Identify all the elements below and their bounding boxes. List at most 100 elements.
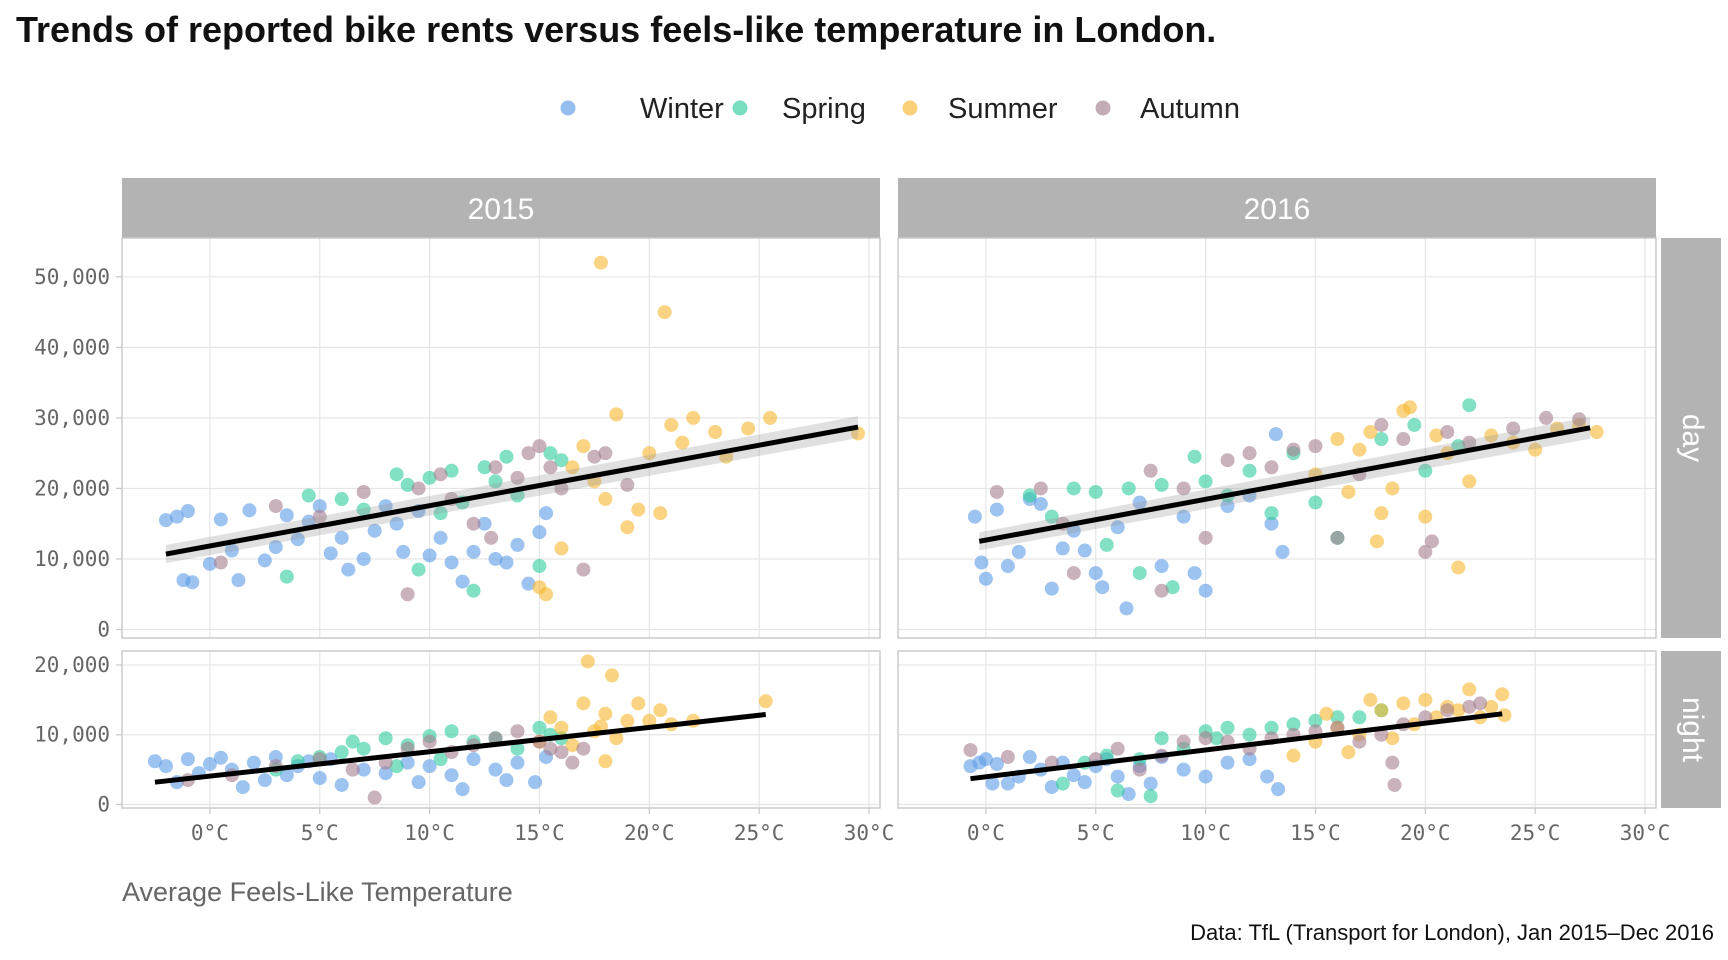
data-point-summer <box>604 668 619 683</box>
data-point-winter <box>378 766 393 781</box>
data-point-spring <box>400 477 415 492</box>
y-tick-label: 30,000 <box>34 406 110 430</box>
data-point-autumn <box>1132 762 1147 777</box>
data-point-summer <box>657 305 672 320</box>
data-point-autumn <box>433 467 448 482</box>
data-point-summer <box>1374 703 1389 718</box>
data-point-spring <box>1407 417 1422 432</box>
data-point-winter <box>213 512 228 527</box>
strip-day <box>1661 238 1721 638</box>
data-point-summer <box>1451 703 1466 718</box>
data-point-winter <box>1268 427 1283 442</box>
data-point-autumn <box>543 741 558 756</box>
data-point-summer <box>609 407 624 422</box>
legend-swatch-spring <box>732 100 748 116</box>
data-point-winter <box>985 776 1000 791</box>
legend-swatch-winter <box>560 100 576 116</box>
data-point-winter <box>158 513 173 528</box>
x-tick-label: 25°C <box>734 821 785 845</box>
data-point-autumn <box>213 555 228 570</box>
y-tick-label: 20,000 <box>34 476 110 500</box>
strip-label-2016: 2016 <box>1244 193 1311 226</box>
data-point-winter <box>180 752 195 767</box>
data-point-spring <box>532 720 547 735</box>
data-point-spring <box>411 562 426 577</box>
data-point-winter <box>1000 559 1015 574</box>
legend-swatch-summer <box>902 100 918 116</box>
data-point-spring <box>1121 481 1136 496</box>
data-point-winter <box>444 555 459 570</box>
data-point-summer <box>1286 748 1301 763</box>
data-point-autumn <box>989 484 1004 499</box>
data-point-winter <box>224 543 239 558</box>
panel-border <box>121 237 881 639</box>
data-point-winter <box>169 509 184 524</box>
data-point-summer <box>609 731 624 746</box>
data-point-summer <box>1369 534 1384 549</box>
data-point-spring <box>345 734 360 749</box>
data-point-winter <box>323 546 338 561</box>
data-point-winter <box>235 780 250 795</box>
x-tick-label: 15°C <box>514 821 565 845</box>
data-point-autumn <box>1440 703 1455 718</box>
x-tick-label: 5°C <box>1077 821 1115 845</box>
data-point-summer <box>1396 696 1411 711</box>
data-point-summer <box>1484 699 1499 714</box>
data-point-winter <box>1132 495 1147 510</box>
data-point-summer <box>1363 425 1378 440</box>
trend-line <box>154 712 767 785</box>
panel-2015-night <box>121 650 881 809</box>
x-tick-label: 30°C <box>1620 821 1671 845</box>
data-point-winter <box>967 509 982 524</box>
x-tick-label: 0°C <box>967 821 1005 845</box>
data-point-winter <box>1220 755 1235 770</box>
data-point-autumn <box>587 449 602 464</box>
data-point-spring <box>1462 398 1477 413</box>
trend-line <box>970 711 1503 782</box>
data-point-winter <box>242 503 257 518</box>
data-point-spring <box>1066 481 1081 496</box>
data-point-winter <box>1044 581 1059 596</box>
data-point-spring <box>1308 713 1323 728</box>
data-point-spring <box>1418 463 1433 478</box>
data-point-autumn <box>400 587 415 602</box>
data-point-winter <box>1000 776 1015 791</box>
data-point-spring <box>1055 776 1070 791</box>
data-point-spring <box>510 741 525 756</box>
data-point-summer <box>631 696 646 711</box>
data-point-winter <box>1242 752 1257 767</box>
data-point-summer <box>1495 687 1510 702</box>
data-point-autumn <box>1539 410 1554 425</box>
data-point-spring <box>334 745 349 760</box>
data-point-spring <box>356 741 371 756</box>
strip-night <box>1661 651 1721 808</box>
data-point-winter <box>444 768 459 783</box>
data-point-autumn <box>1220 453 1235 468</box>
data-point-winter <box>147 754 162 769</box>
data-point-spring <box>389 467 404 482</box>
data-point-spring <box>1374 432 1389 447</box>
data-point-autumn <box>1154 583 1169 598</box>
legend-swatch-autumn <box>1095 100 1111 116</box>
data-point-winter <box>1119 601 1134 616</box>
data-point-autumn <box>1286 442 1301 457</box>
data-point-autumn <box>1242 446 1257 461</box>
data-point-summer <box>1385 731 1400 746</box>
x-tick-label: 0°C <box>191 821 229 845</box>
data-point-summer <box>598 492 613 507</box>
y-tick-label: 10,000 <box>34 547 110 571</box>
x-axis-title: Average Feels-Like Temperature <box>122 877 513 907</box>
data-point-winter <box>1143 776 1158 791</box>
y-tick-label: 40,000 <box>34 335 110 359</box>
data-point-autumn <box>367 790 382 805</box>
data-point-winter <box>1066 768 1081 783</box>
panel-body <box>147 654 773 805</box>
strip-label-day: day <box>1676 414 1709 462</box>
data-point-autumn <box>466 516 481 531</box>
data-point-winter <box>312 499 327 514</box>
data-point-summer <box>1363 692 1378 707</box>
x-tick-label: 10°C <box>1180 821 1231 845</box>
data-point-autumn <box>1176 734 1191 749</box>
data-point-autumn <box>1330 530 1345 545</box>
data-point-winter <box>1264 516 1279 531</box>
